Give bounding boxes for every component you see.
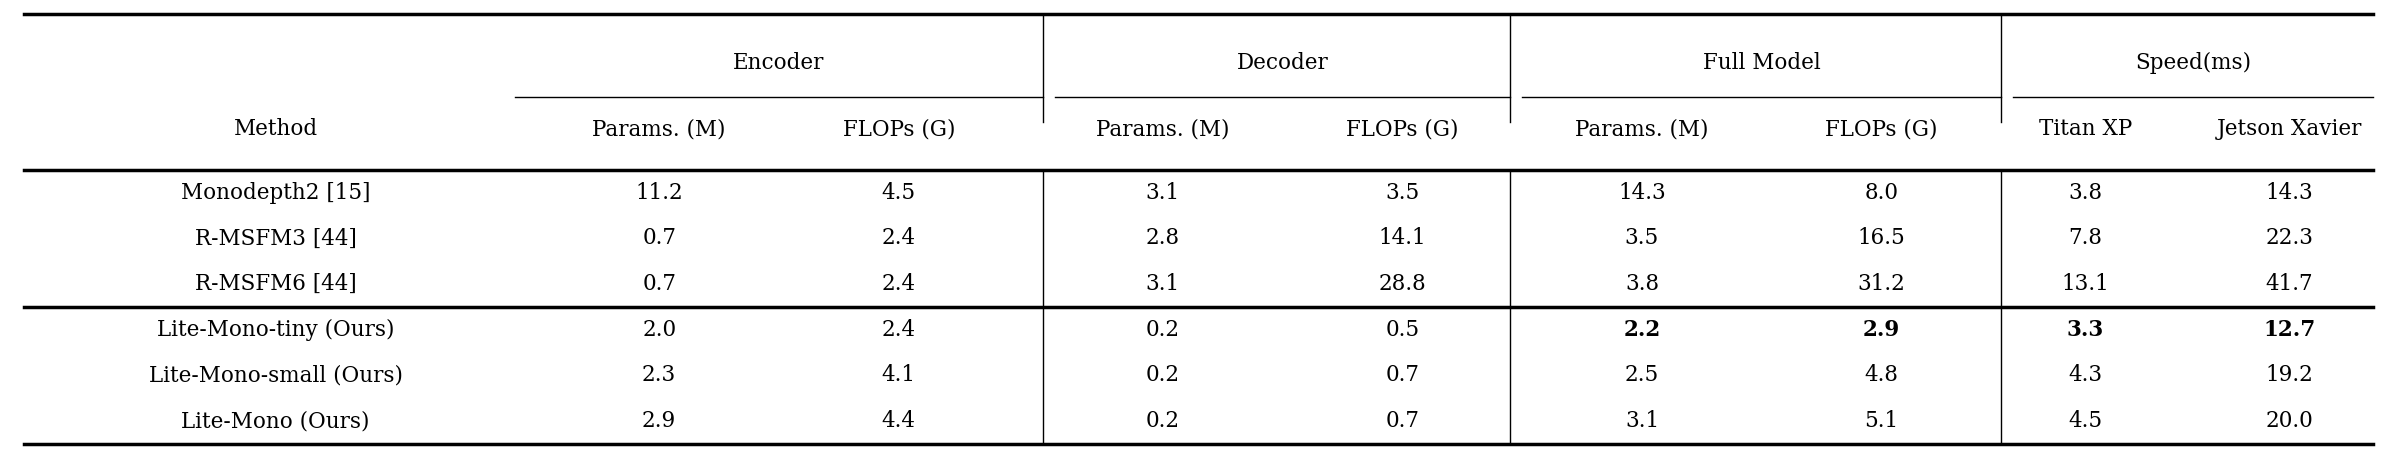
Text: 0.2: 0.2 [1146, 319, 1179, 341]
Text: 4.8: 4.8 [1865, 364, 1898, 386]
Text: 14.3: 14.3 [2265, 182, 2313, 204]
Text: R-MSFM6 [44]: R-MSFM6 [44] [194, 273, 357, 295]
Text: R-MSFM3 [44]: R-MSFM3 [44] [194, 227, 357, 250]
Text: Lite-Mono-tiny (Ours): Lite-Mono-tiny (Ours) [156, 319, 396, 341]
Text: 4.5: 4.5 [2069, 410, 2102, 432]
Text: Params. (M): Params. (M) [1095, 118, 1230, 140]
Text: 2.4: 2.4 [882, 273, 916, 295]
Text: FLOPs (G): FLOPs (G) [1347, 118, 1457, 140]
Text: 3.8: 3.8 [1625, 273, 1659, 295]
Text: Full Model: Full Model [1702, 53, 1822, 74]
Text: Lite-Mono (Ours): Lite-Mono (Ours) [182, 410, 369, 432]
Text: 3.8: 3.8 [2069, 182, 2102, 204]
Text: 3.1: 3.1 [1625, 410, 1659, 432]
Text: 2.9: 2.9 [642, 410, 676, 432]
Text: 0.2: 0.2 [1146, 410, 1179, 432]
Text: 3.1: 3.1 [1146, 273, 1179, 295]
Text: 14.3: 14.3 [1618, 182, 1666, 204]
Text: 3.1: 3.1 [1146, 182, 1179, 204]
Text: 2.2: 2.2 [1623, 319, 1661, 341]
Text: 2.3: 2.3 [642, 364, 676, 386]
Text: 4.5: 4.5 [882, 182, 916, 204]
Text: Method: Method [233, 118, 319, 140]
Text: Monodepth2 [15]: Monodepth2 [15] [180, 182, 372, 204]
Text: 11.2: 11.2 [635, 182, 683, 204]
Text: Jetson Xavier: Jetson Xavier [2217, 118, 2361, 140]
Text: 2.8: 2.8 [1146, 227, 1179, 250]
Text: 0.5: 0.5 [1385, 319, 1419, 341]
Text: 4.1: 4.1 [882, 364, 916, 386]
Text: 0.7: 0.7 [642, 227, 676, 250]
Text: Decoder: Decoder [1237, 53, 1328, 74]
Text: 2.0: 2.0 [642, 319, 676, 341]
Text: FLOPs (G): FLOPs (G) [1827, 118, 1937, 140]
Text: 0.7: 0.7 [1385, 410, 1419, 432]
Text: Params. (M): Params. (M) [592, 118, 726, 140]
Text: Titan XP: Titan XP [2040, 118, 2131, 140]
Text: 3.5: 3.5 [1385, 182, 1419, 204]
Text: 0.2: 0.2 [1146, 364, 1179, 386]
Text: 2.4: 2.4 [882, 227, 916, 250]
Text: Speed(ms): Speed(ms) [2136, 53, 2251, 74]
Text: Lite-Mono-small (Ours): Lite-Mono-small (Ours) [149, 364, 403, 386]
Text: 41.7: 41.7 [2265, 273, 2313, 295]
Text: FLOPs (G): FLOPs (G) [844, 118, 954, 140]
Text: 4.3: 4.3 [2069, 364, 2102, 386]
Text: 2.9: 2.9 [1862, 319, 1901, 341]
Text: 0.7: 0.7 [1385, 364, 1419, 386]
Text: 8.0: 8.0 [1865, 182, 1898, 204]
Text: 16.5: 16.5 [1858, 227, 1906, 250]
Text: 3.5: 3.5 [1625, 227, 1659, 250]
Text: 20.0: 20.0 [2265, 410, 2313, 432]
Text: 5.1: 5.1 [1865, 410, 1898, 432]
Text: 3.3: 3.3 [2066, 319, 2105, 341]
Text: 12.7: 12.7 [2263, 319, 2316, 341]
Text: 7.8: 7.8 [2069, 227, 2102, 250]
Text: 28.8: 28.8 [1378, 273, 1426, 295]
Text: 31.2: 31.2 [1858, 273, 1906, 295]
Text: 13.1: 13.1 [2061, 273, 2109, 295]
Text: 0.7: 0.7 [642, 273, 676, 295]
Text: 22.3: 22.3 [2265, 227, 2313, 250]
Text: Params. (M): Params. (M) [1575, 118, 1709, 140]
Text: 2.5: 2.5 [1625, 364, 1659, 386]
Text: 14.1: 14.1 [1378, 227, 1426, 250]
Text: 4.4: 4.4 [882, 410, 916, 432]
Text: Encoder: Encoder [733, 53, 825, 74]
Text: 19.2: 19.2 [2265, 364, 2313, 386]
Text: 2.4: 2.4 [882, 319, 916, 341]
